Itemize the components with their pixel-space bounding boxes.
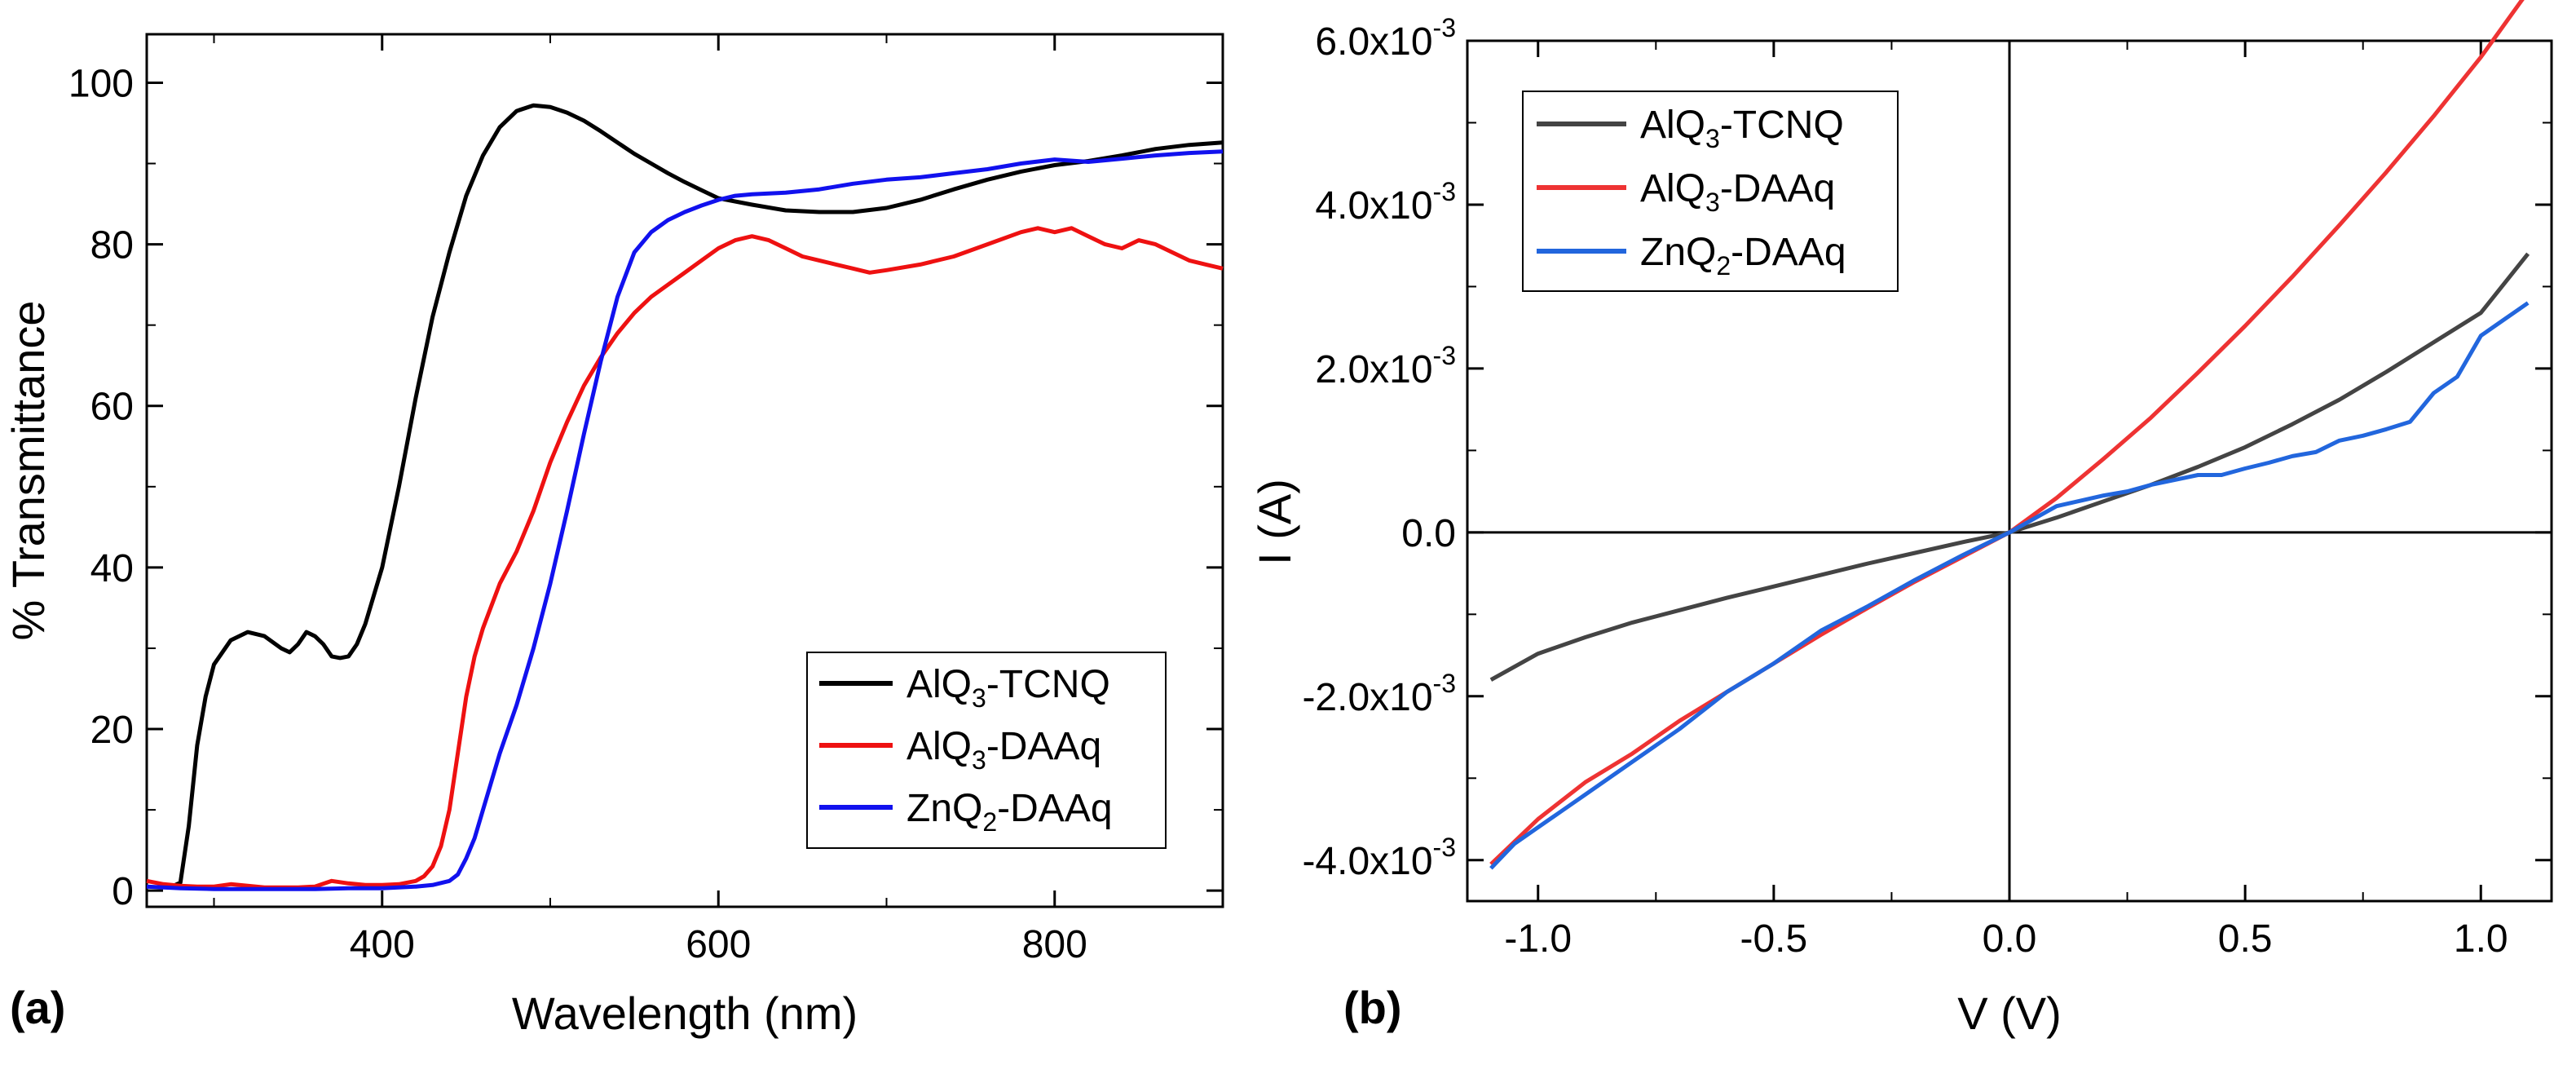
panel-a-transmittance-chart: 400 600 800 0 20 40 60 80 100 Wavelength (nm) % … <box>2 33 1224 1039</box>
panel-b-label: (b) <box>1343 982 1402 1033</box>
panel-b-x-tick-label: 0.5 <box>2218 917 2273 961</box>
panel-b-x-tick-label: -1.0 <box>1504 917 1572 961</box>
panel-a-y-tick-label: 40 <box>90 547 134 590</box>
panel-a-series-line-1 <box>146 226 1224 890</box>
panel-a-x-tick-label: 800 <box>1022 923 1087 966</box>
panel-b-y-tick-label: 2.0x10-3 <box>1315 341 1456 391</box>
panel-b-x-tick-label: -0.5 <box>1740 917 1808 961</box>
panel-b-y-tick-label: -2.0x10-3 <box>1302 669 1456 719</box>
panel-a-series-line-0 <box>170 103 1224 889</box>
panel-a-x-axis-title: Wavelength (nm) <box>512 988 858 1039</box>
panel-a-legend: AlQ3-TCNQ AlQ3-DAAq ZnQ2-DAAq <box>806 652 1167 849</box>
panel-b-y-tick-label: 6.0x10-3 <box>1315 13 1456 64</box>
panel-b-y-tick-label: 0.0 <box>1401 512 1456 555</box>
panel-a-legend-label-0: AlQ3-TCNQ <box>906 663 1110 713</box>
panel-b-x-tick-label: 0.0 <box>1983 917 2037 961</box>
panel-b-legend-label-2: ZnQ2-DAAq <box>1640 231 1846 281</box>
panel-b-legend-label-0: AlQ3-TCNQ <box>1640 104 1844 153</box>
panel-a-series-line-2 <box>146 149 1224 891</box>
panel-a-legend-label-2: ZnQ2-DAAq <box>906 787 1113 837</box>
panel-b-y-tick-label: -4.0x10-3 <box>1302 833 1456 883</box>
panel-a-y-tick-label: 60 <box>90 386 134 429</box>
panel-a-y-tick-label: 80 <box>90 224 134 267</box>
panel-a-series <box>146 103 1224 891</box>
panel-b-legend: AlQ3-TCNQ AlQ3-DAAq ZnQ2-DAAq <box>1522 91 1899 292</box>
panel-a-y-tick-label: 20 <box>90 709 134 752</box>
panel-a-y-tick-label: 100 <box>68 62 134 105</box>
panel-a-plot-frame <box>145 33 1224 908</box>
panel-a-legend-label-1: AlQ3-DAAq <box>906 725 1101 775</box>
panel-a-y-axis-title: % Transmittance <box>2 300 54 640</box>
panel-a-y-tick-label: 0 <box>112 870 134 913</box>
panel-a-axes: 400 600 800 0 20 40 60 80 100 <box>68 34 1224 966</box>
panel-b-y-tick-label: 4.0x10-3 <box>1315 177 1456 228</box>
panel-b-legend-label-1: AlQ3-DAAq <box>1640 167 1835 217</box>
panel-b-iv-chart: -1.0 -0.5 0.0 0.5 1.0 -4.0x10-3 -2.0x10-3 0.0 2.… <box>1249 0 2553 1039</box>
panel-a-x-tick-label: 400 <box>350 923 415 966</box>
panel-b-x-tick-label: 1.0 <box>2454 917 2508 961</box>
panel-a-x-tick-label: 600 <box>686 923 751 966</box>
panel-b-y-axis-title: I (A) <box>1249 479 1300 565</box>
panel-b-axes: -1.0 -0.5 0.0 0.5 1.0 -4.0x10-3 -2.0x10-3 0.0 2.… <box>1302 13 2552 961</box>
panel-a-label: (a) <box>10 982 65 1033</box>
panel-b-x-axis-title: V (V) <box>1957 988 2062 1039</box>
panel-b-series-line-2 <box>1489 301 2530 870</box>
panel-b-series <box>1489 0 2530 870</box>
